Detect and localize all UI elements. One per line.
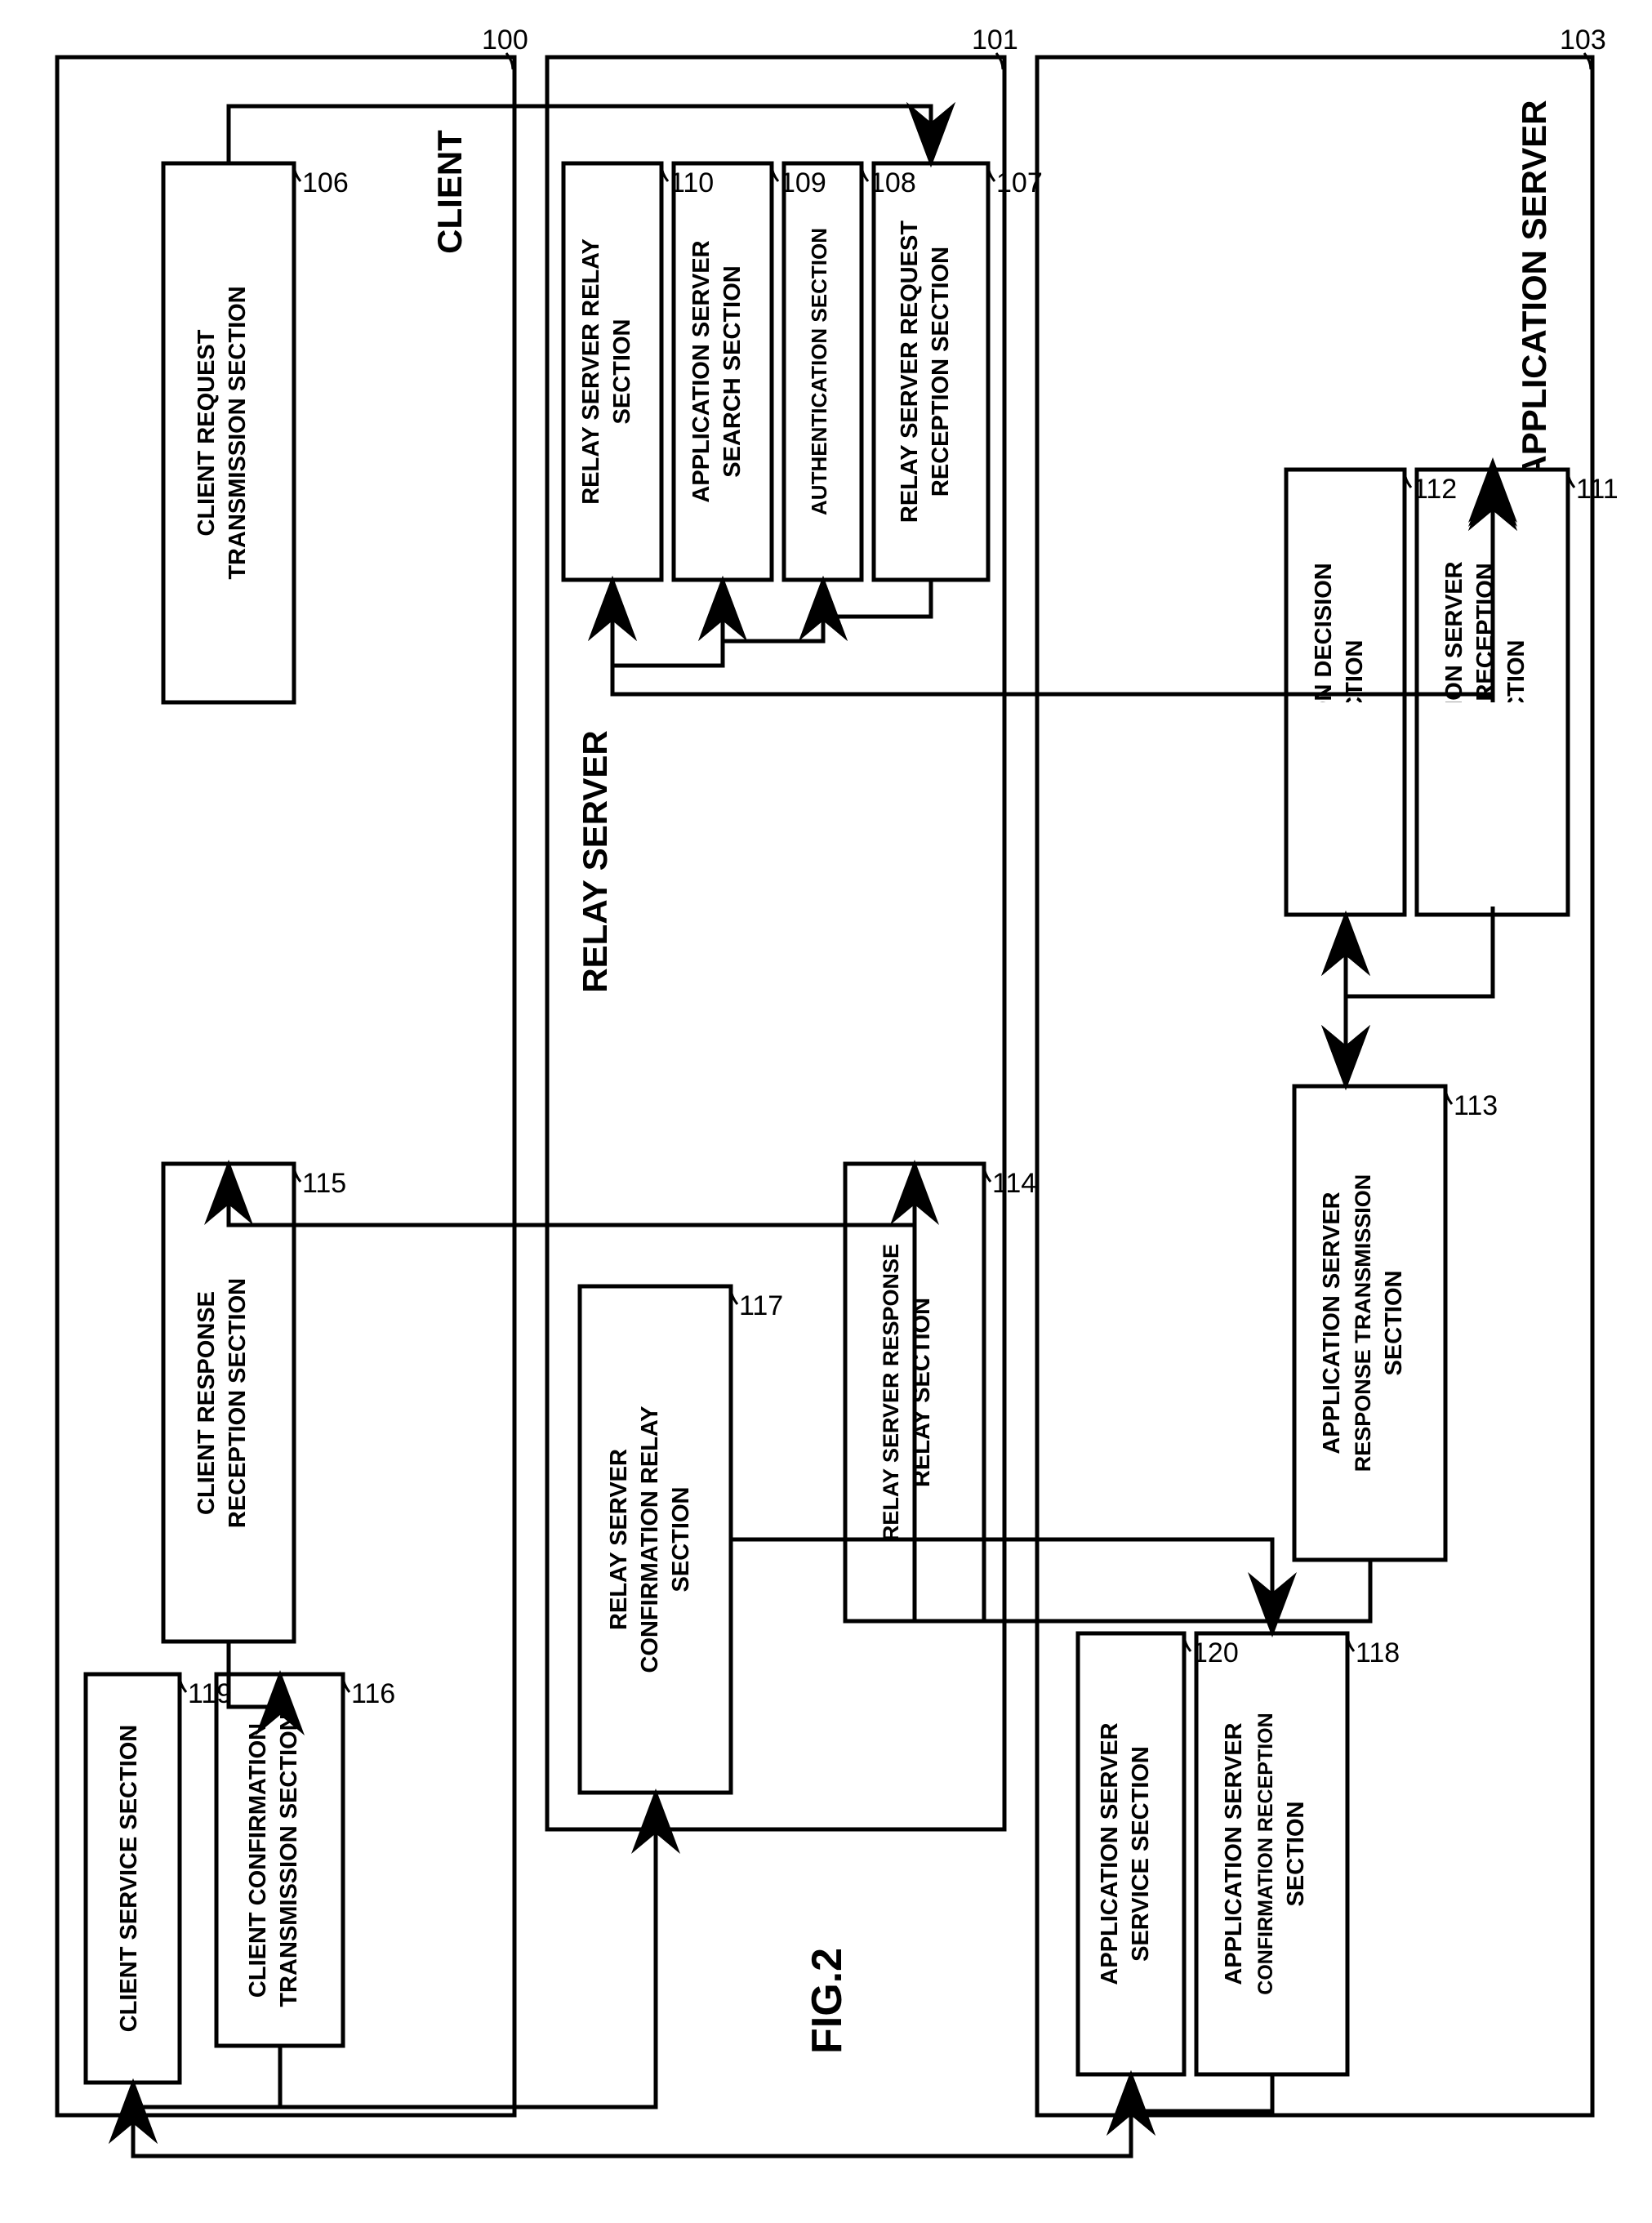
label-115: CLIENT RESPONSE RECEPTION SECTION [198, 1267, 260, 1539]
app-title: APPLICATION SERVER [1511, 123, 1547, 514]
diagram-canvas: CLIENT RELAY SERVER APPLICATION SERVER C… [24, 25, 1625, 2197]
label-107: RELAY SERVER REQUEST RECEPTION SECTION [888, 207, 950, 537]
relay-title: RELAY SERVER [580, 735, 617, 1005]
section-115: CLIENT RESPONSE RECEPTION SECTION [163, 1164, 294, 1642]
app-column [1037, 57, 1592, 2115]
label-106: CLIENT REQUEST TRANSMISSION SECTION [198, 273, 260, 593]
fig-label: FIG.2 [804, 1948, 851, 2054]
svg-text:103: 103 [1560, 25, 1606, 56]
svg-text:100: 100 [482, 25, 528, 56]
section-106: CLIENT REQUEST TRANSMISSION SECTION [163, 163, 294, 702]
label-116: CLIENT CONFIRMATION TRANSMISSION SECTION [141, 1702, 203, 2022]
svg-text:101: 101 [972, 25, 1018, 56]
client-title: CLIENT [429, 123, 465, 250]
section-107: RELAY SERVER REQUEST RECEPTION SECTION [857, 163, 980, 580]
section-116: CLIENT CONFIRMATION TRANSMISSION SECTION [106, 1674, 237, 2050]
